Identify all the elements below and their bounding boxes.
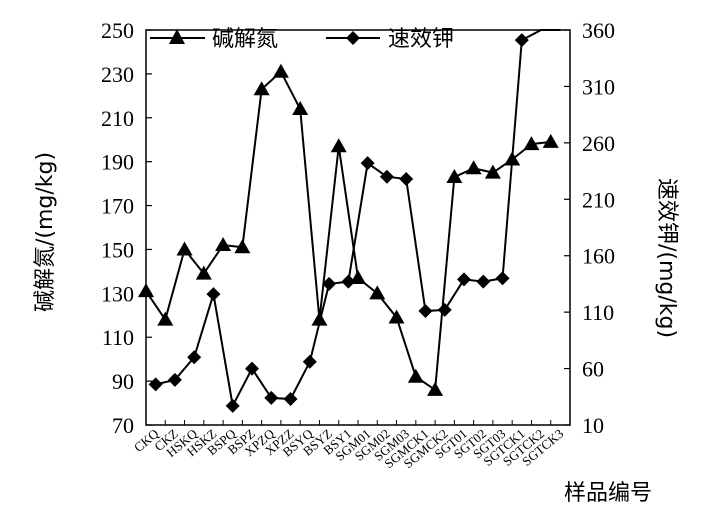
diamond-point xyxy=(457,272,471,287)
legend-label-1: 碱解氮 xyxy=(212,27,278,52)
diamond-point xyxy=(437,302,452,317)
triangle-point xyxy=(234,239,251,254)
right-tick-label: 260 xyxy=(582,131,615,156)
legend-diamond-marker xyxy=(346,31,360,45)
right-tick-label: 210 xyxy=(582,187,615,212)
x-axis: CKQCKZHSKQHSKZBSPQBSPZXPZQXPZZBSYQBSYZBS… xyxy=(131,420,571,471)
left-y-axis: 70 90 110 130 150 170 190 210 230 250 xyxy=(101,18,152,438)
triangle-point xyxy=(253,81,270,96)
right-y-axis: 10 60 110 160 210 260 310 360 xyxy=(564,18,615,438)
diamond-point xyxy=(399,171,414,186)
triangle-point xyxy=(292,101,309,115)
left-tick-label: 90 xyxy=(112,369,134,394)
diamond-point xyxy=(322,276,337,291)
diamond-point xyxy=(148,377,163,392)
diamond-point xyxy=(495,271,510,286)
legend-label-2: 速效钾 xyxy=(388,27,454,52)
triangle-point xyxy=(388,309,405,324)
diamond-point xyxy=(379,169,394,184)
triangle-point xyxy=(484,164,501,179)
left-tick-label: 170 xyxy=(101,194,134,219)
left-tick-label: 110 xyxy=(102,325,134,350)
right-tick-label: 10 xyxy=(582,413,604,438)
diamond-point xyxy=(167,372,182,387)
diamond-point xyxy=(341,274,356,289)
right-tick-label: 360 xyxy=(582,18,615,43)
diamond-point xyxy=(360,156,375,171)
triangle-point xyxy=(272,63,289,78)
right-tick-label: 310 xyxy=(582,74,615,99)
left-tick-label: 250 xyxy=(101,18,134,43)
left-axis-title: 碱解氮/(mg/kg) xyxy=(33,152,58,312)
right-axis-title: 速效钾/(mg/kg) xyxy=(654,178,679,338)
diamond-point xyxy=(206,287,221,302)
diamond-point xyxy=(514,33,529,48)
triangle-point xyxy=(465,160,482,175)
diamond-point xyxy=(476,274,491,289)
left-tick-label: 150 xyxy=(101,237,134,262)
legend: 碱解氮 速效钾 xyxy=(150,27,454,52)
series-layer xyxy=(138,29,561,413)
left-tick-label: 130 xyxy=(101,281,134,306)
triangle-point xyxy=(427,381,444,396)
left-tick-label: 70 xyxy=(112,413,134,438)
triangle-point xyxy=(157,311,174,326)
right-tick-label: 110 xyxy=(582,300,614,325)
triangle-point xyxy=(407,368,424,383)
series-line-2 xyxy=(155,29,561,409)
triangle-point xyxy=(138,283,154,298)
triangle-point xyxy=(330,138,347,153)
triangle-point xyxy=(446,169,463,184)
triangle-point xyxy=(215,237,232,252)
diamond-point xyxy=(245,361,259,376)
diamond-point xyxy=(302,354,317,369)
triangle-point xyxy=(311,311,328,326)
series-line-1 xyxy=(145,70,551,392)
triangle-point xyxy=(176,241,193,256)
diamond-point xyxy=(187,350,202,365)
legend-triangle-marker xyxy=(169,29,185,44)
left-tick-label: 210 xyxy=(101,106,134,131)
triangle-point xyxy=(369,285,386,300)
diamond-point xyxy=(283,392,298,407)
right-tick-label: 160 xyxy=(582,244,615,269)
diamond-point xyxy=(264,390,279,405)
triangle-point xyxy=(542,133,559,148)
right-tick-label: 60 xyxy=(582,357,604,382)
diamond-point xyxy=(225,398,240,413)
diamond-point xyxy=(418,304,433,319)
x-axis-title: 样品编号 xyxy=(564,481,652,506)
triangle-point xyxy=(195,265,212,280)
left-tick-label: 190 xyxy=(101,150,134,175)
left-tick-label: 230 xyxy=(101,62,134,87)
triangle-point xyxy=(523,136,540,151)
